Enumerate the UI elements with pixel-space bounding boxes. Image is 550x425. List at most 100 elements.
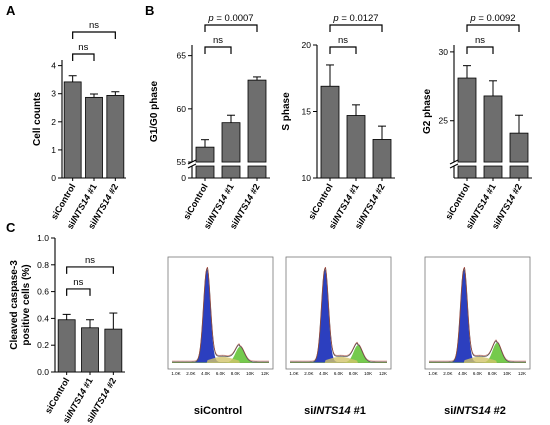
axis-break-mark <box>187 163 197 169</box>
histogram-x-tick-label: 1.0K <box>171 371 180 376</box>
histogram-frame <box>424 256 531 370</box>
bar <box>457 77 477 163</box>
histogram-x-tick-label: 4.0K <box>319 371 328 376</box>
bar-segment-lower <box>483 165 503 179</box>
s-phase-fill <box>172 356 269 363</box>
bar-segment-lower <box>247 165 267 179</box>
bar <box>346 115 366 179</box>
fit-line <box>429 266 526 362</box>
significance-label: ns <box>213 35 223 46</box>
histogram-x-tick-label: 12K <box>261 371 269 376</box>
significance-label: ns <box>338 35 348 46</box>
histogram-x-tick-label: 6.0K <box>473 371 482 376</box>
histogram-frame <box>285 256 392 370</box>
x-tick-label: siControl <box>443 182 471 221</box>
y-tick-label: 15 <box>302 107 312 117</box>
significance-bracket <box>72 53 95 61</box>
histogram-x-tick-label: 6.0K <box>334 371 343 376</box>
significance-bracket <box>329 24 383 32</box>
bar <box>221 122 241 163</box>
bar <box>57 319 76 373</box>
significance-bracket <box>329 46 357 54</box>
histogram-x-tick-label: 12K <box>379 371 387 376</box>
y-axis-label: S phase <box>281 92 292 131</box>
histogram-x-tick-label: 4.0K <box>458 371 467 376</box>
significance-label: p = 0.0092 <box>469 13 515 24</box>
g2-peak-fill <box>429 342 526 363</box>
bar <box>372 139 392 179</box>
histogram-x-tick-label: 1.0K <box>289 371 298 376</box>
significance-label: ns <box>73 277 83 288</box>
bar <box>106 95 125 179</box>
significance-label: p = 0.0007 <box>207 13 253 24</box>
bar <box>483 95 503 163</box>
significance-bracket <box>72 31 116 39</box>
histogram-x-tick-label: 2.0K <box>304 371 313 376</box>
flow-caption-sints14-1: siINTS14 #1 <box>304 405 366 417</box>
bar-segment-lower <box>509 165 529 179</box>
g2-peak-fill <box>172 346 269 363</box>
fit-line <box>290 266 387 362</box>
bar <box>247 79 267 163</box>
y-tick-label: 1 <box>51 145 56 155</box>
histogram-x-tick-label: 10K <box>503 371 511 376</box>
flow-caption-sicontrol: siControl <box>194 405 242 417</box>
y-tick-label: 20 <box>302 40 312 50</box>
y-tick-label: 1.0 <box>37 233 49 243</box>
significance-bracket <box>204 24 258 32</box>
x-tick-label: siControl <box>306 182 334 221</box>
bar <box>81 327 99 373</box>
histogram-x-tick-label: 6.0K <box>216 371 225 376</box>
y-tick-label: 55 <box>177 157 187 167</box>
y-tick-label: 65 <box>177 51 187 61</box>
panel-letter-b: B <box>145 3 154 18</box>
histogram-x-tick-label: 1.0K <box>428 371 437 376</box>
axis-break-mark <box>449 159 459 165</box>
axis-break-mark <box>449 163 459 169</box>
y-axis-label: Cell counts <box>32 92 43 146</box>
bar <box>63 81 82 179</box>
panel-letter-a: A <box>6 3 16 18</box>
y-tick-label: 0.4 <box>37 313 49 323</box>
y-tick-label: 25 <box>439 116 449 126</box>
histogram-x-tick-label: 8.0K <box>231 371 240 376</box>
histogram-x-tick-label: 10K <box>246 371 254 376</box>
histogram-x-tick-label: 10K <box>364 371 372 376</box>
flow-histogram-sints14-2: 1.0K 2.0K 4.0K 6.0K 8.0K 10K 12K <box>424 256 531 376</box>
histogram-x-tick-label: 12K <box>518 371 526 376</box>
histogram-x-tick-label: 8.0K <box>349 371 358 376</box>
bar <box>509 132 529 163</box>
g2-peak-fill <box>290 345 387 363</box>
histogram-x-tick-label: 2.0K <box>443 371 452 376</box>
y-tick-label: 0 <box>51 173 56 183</box>
bar-segment-lower <box>195 165 215 179</box>
x-tick-label: siControl <box>181 182 209 221</box>
significance-label: ns <box>78 42 88 53</box>
significance-label: ns <box>475 35 485 46</box>
histogram-frame <box>167 256 274 370</box>
histogram-x-tick-label: 8.0K <box>488 371 497 376</box>
significance-bracket <box>466 24 520 32</box>
bar-segment-lower <box>221 165 241 179</box>
y-axis-label: Cleaved caspase-3positive cells (%) <box>9 260 32 350</box>
flow-histogram-sicontrol: 1.0K 2.0K 4.0K 6.0K 8.0K 10K 12K <box>167 256 274 376</box>
histogram-x-tick-label: 4.0K <box>201 371 210 376</box>
s-phase-fill <box>290 356 387 363</box>
significance-bracket <box>466 46 494 54</box>
flow-histogram-sints14-1: 1.0K 2.0K 4.0K 6.0K 8.0K 10K 12K <box>285 256 392 376</box>
bar-segment-lower <box>457 165 477 179</box>
significance-bracket <box>204 46 232 54</box>
histogram-outline <box>429 266 526 363</box>
significance-bracket <box>66 266 114 274</box>
significance-label: ns <box>89 20 99 31</box>
y-tick-label: 0.8 <box>37 260 49 270</box>
significance-label: p = 0.0127 <box>332 13 378 24</box>
histogram-outline <box>172 266 269 363</box>
caspase-chart: 0.0 0.2 0.4 0.6 0.8 1.0 Cleaved caspase-3posit… <box>9 233 125 425</box>
bar <box>320 85 340 179</box>
y-tick-label: 0.0 <box>37 367 49 377</box>
